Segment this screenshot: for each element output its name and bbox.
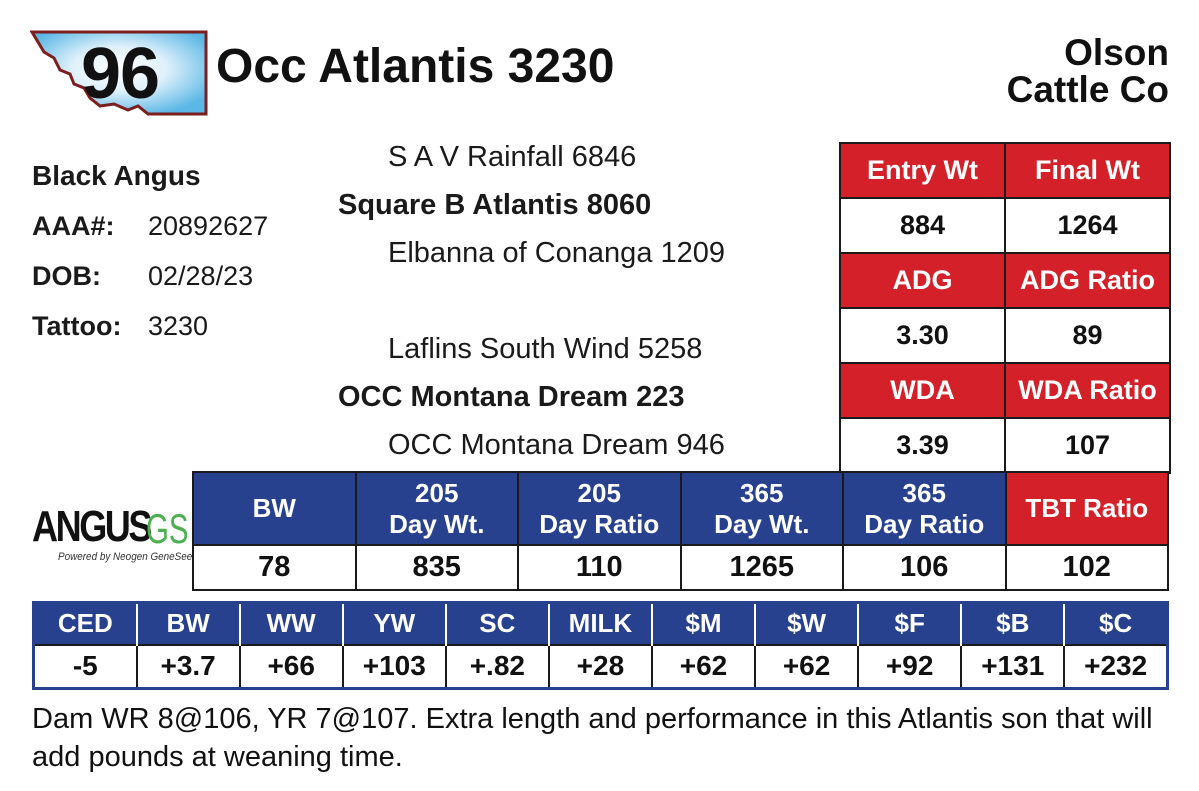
adg-value: 3.30 [839, 307, 1006, 364]
perf-value-205-ratio: 110 [517, 544, 682, 591]
epd-header-sc: SC [444, 602, 550, 645]
adg-ratio-header: ADG Ratio [1004, 252, 1171, 309]
perf-header-205-wt: 205 Day Wt. [354, 471, 519, 546]
perf-value-tbt-ratio: 102 [1004, 544, 1169, 591]
epd-header-b: $B [960, 602, 1066, 645]
animal-name: Occ Atlantis 3230 [216, 40, 615, 93]
epd-value-ww: +66 [238, 643, 344, 690]
comments: Dam WR 8@106, YR 7@107. Extra length and… [32, 703, 1153, 773]
epd-value-m: +62 [650, 643, 757, 690]
entry-wt-value: 884 [839, 197, 1006, 254]
montana-badge-icon [30, 30, 208, 116]
consignor-name: Olson Cattle Co [1007, 34, 1169, 108]
performance-table: BW 205 Day Wt. 205 Day Ratio 365 Day Wt. 36… [192, 471, 1169, 591]
final-wt-value: 1264 [1004, 197, 1171, 254]
epd-header-milk: MILK [547, 602, 653, 645]
perf-header-bw: BW [192, 471, 357, 546]
perf-header-tbt-ratio: TBT Ratio [1004, 471, 1169, 546]
epd-value-f: +92 [857, 643, 963, 690]
epd-value-bw: +3.7 [135, 643, 241, 690]
epd-value-b: +131 [960, 643, 1066, 690]
pedigree-sire-dam: Elbanna of Conanga 1209 [388, 237, 726, 269]
epd-value-yw: +103 [341, 643, 447, 690]
epd-value-sc: +.82 [444, 643, 550, 690]
epd-header-w: $W [754, 602, 860, 645]
wda-value: 3.39 [839, 417, 1006, 474]
epd-header-ww: WW [238, 602, 344, 645]
entry-wt-header: Entry Wt [839, 142, 1006, 199]
lot-number: 96 [80, 34, 160, 114]
final-wt-header: Final Wt [1004, 142, 1171, 199]
wda-ratio-value: 107 [1004, 417, 1171, 474]
breed: Black Angus [32, 160, 201, 191]
wda-header: WDA [839, 362, 1006, 419]
tattoo-label: Tattoo: [32, 311, 122, 341]
epd-header-bw: BW [135, 602, 241, 645]
angus-logo-tagline: Powered by Neogen GeneSeek [58, 551, 198, 563]
epd-header-yw: YW [341, 602, 447, 645]
perf-value-365-wt: 1265 [679, 544, 844, 591]
adg-ratio-value: 89 [1004, 307, 1171, 364]
aaa-number: 20892627 [148, 211, 269, 241]
consignor-line-1: Olson [1064, 32, 1169, 73]
epd-value-c: +232 [1063, 643, 1169, 690]
pedigree-sire-sire: S A V Rainfall 6846 [388, 141, 637, 173]
perf-header-365-ratio: 365 Day Ratio [842, 471, 1007, 546]
pedigree-dam: OCC Montana Dream 223 [338, 381, 685, 413]
pedigree-sire: Square B Atlantis 8060 [338, 189, 652, 221]
epd-header-c: $C [1063, 602, 1168, 645]
tattoo-value: 3230 [148, 311, 209, 341]
epd-header-f: $F [857, 602, 963, 645]
perf-header-205-ratio: 205 Day Ratio [517, 471, 682, 546]
weights-table: Entry Wt Final Wt 884 1264 ADG ADG Ratio… [839, 142, 1171, 474]
dob-label: DOB: [32, 261, 101, 291]
angus-logo-word: ANGUS [32, 502, 152, 551]
angus-logo-gs: GS [146, 505, 189, 552]
adg-header: ADG [839, 252, 1006, 309]
perf-value-205-wt: 835 [354, 544, 519, 591]
epd-table: CED BW WW YW SC MILK $M $W $F $B $C -5 +… [32, 601, 1169, 690]
epd-header-m: $M [650, 602, 757, 645]
epd-value-w: +62 [754, 643, 860, 690]
epd-header-ced: CED [33, 602, 138, 645]
dob-value: 02/28/23 [148, 261, 254, 291]
consignor-line-2: Cattle Co [1006, 69, 1169, 110]
wda-ratio-header: WDA Ratio [1004, 362, 1171, 419]
aaa-label: AAA#: [32, 211, 115, 241]
epd-value-milk: +28 [547, 643, 653, 690]
perf-value-365-ratio: 106 [842, 544, 1007, 591]
pedigree-dam-dam: OCC Montana Dream 946 [388, 429, 725, 461]
perf-value-bw: 78 [192, 544, 357, 591]
perf-header-365-wt: 365 Day Wt. [679, 471, 844, 546]
epd-value-ced: -5 [32, 643, 138, 690]
pedigree-dam-sire: Laflins South Wind 5258 [388, 333, 703, 365]
